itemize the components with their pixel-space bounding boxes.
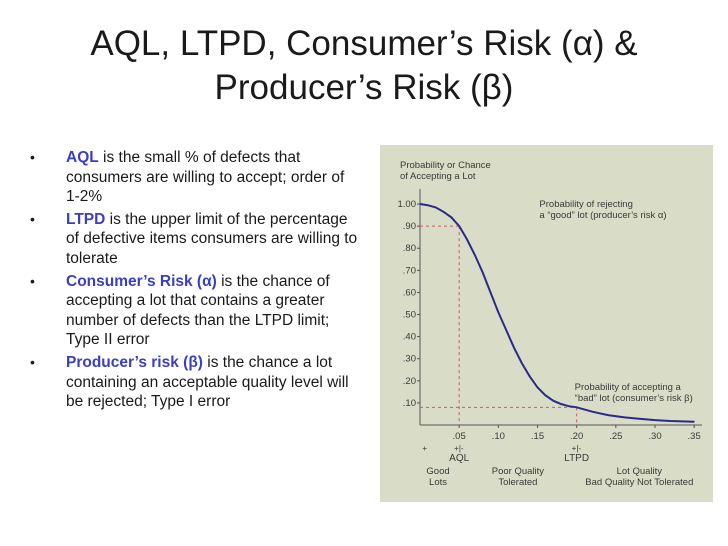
y-tick-label: .30 [403,354,416,365]
oc-curve-point [521,362,523,364]
y-tick-label: .50 [403,310,416,321]
bullet-term: AQL [66,149,99,166]
zone-marker: +|- [454,444,464,453]
zone-marker: + [422,444,427,453]
producer-risk-annotation: Probability of rejecting [539,199,632,210]
oc-curve-point [568,405,570,407]
bullet-term: Consumer’s Risk (α) [66,272,217,290]
oc-curve-point [693,421,695,423]
bullet-text: is the small % of defects that consumers… [66,149,345,206]
bullet-text: is the chance of accepting a lot that co… [66,272,330,349]
oc-curve-line [419,203,695,423]
oc-curve-point [435,206,437,208]
slide-title-line2: Producer’s Risk (β) [214,68,514,107]
bullet-item: • LTPD is the upper limit of the percenta… [30,210,360,269]
oc-curve-point [576,406,578,408]
oc-curve-point [638,418,640,420]
bullet-item: • Producer’s risk (β) is the chance a lot… [30,353,360,412]
zone-marker: +|- [572,444,582,453]
ltpd-axis-label: LTPD [564,453,589,464]
oc-curve-figure: Probability or Chance of Accepting a Lot 1… [380,145,713,502]
bullet-dot-icon: • [30,353,35,370]
zone-label-not-tolerated: Lot Quality [617,466,663,477]
zone-label-good-lots: Lots [429,477,447,488]
oc-curve-point [670,420,672,422]
x-tick-label: .05 [453,431,466,442]
oc-curve-point [482,271,484,274]
x-tick-label: .25 [609,431,622,442]
y-tick-label: .20 [403,376,416,387]
x-tick-label: .20 [570,431,583,442]
x-tick-label: .10 [492,431,505,442]
bullet-text: is the upper limit of the percentage of … [66,210,358,267]
oc-curve-point [497,311,499,313]
y-tick-label: 1.00 [398,199,417,210]
producer-risk-annotation: a “good” lot (producer’s risk α) [539,210,666,221]
x-tick-label: .35 [688,431,701,442]
zone-label-not-tolerated: Bad Quality Not Tolerated [585,477,693,488]
oc-curve-point [536,386,539,389]
y-tick-label: .10 [403,398,416,409]
zone-label-tolerated: Tolerated [498,477,537,488]
y-tick-label: .60 [403,287,416,298]
bullet-text: is the chance a lot containing an accept… [66,353,349,411]
y-tick-label: .90 [403,221,416,232]
oc-curve-point [427,204,429,206]
oc-curve-point [623,416,625,418]
oc-curve-point [466,238,468,240]
oc-curve-point [591,411,593,413]
aql-axis-label: AQL [449,453,469,464]
bullet-term: LTPD [66,210,106,228]
oc-curve-point [529,375,531,377]
y-axis-label: of Accepting a Lot [400,171,476,182]
oc-curve-point [513,347,515,349]
oc-curve-point [505,329,507,331]
oc-curve-point [560,403,562,405]
y-tick-label: .80 [403,243,416,254]
consumer-risk-annotation: “bad” lot (consumer’s risk β) [575,393,693,404]
bullet-dot-icon: • [30,149,35,165]
zone-label-tolerated: Poor Quality [492,466,545,477]
bullet-item: • AQL is the small % of defects that cons… [30,148,360,207]
bullet-list: • AQL is the small % of defects that cons… [30,148,360,415]
oc-curve-point [458,225,460,227]
x-tick-label: .30 [648,431,661,442]
zone-label-good-lots: Good [426,466,449,477]
slide-title: AQL, LTPD, Consumer’s Risk (α) & Produce… [20,22,708,110]
oc-curve-point [442,211,445,213]
oc-curve-point [450,216,452,218]
oc-curve-point [654,419,656,421]
y-tick-label: .70 [403,265,416,276]
bullet-item: • Consumer’s Risk (α) is the chance of ac… [30,272,360,350]
oc-curve-point [607,414,609,416]
y-tick-label: .40 [403,332,416,343]
consumer-risk-annotation: Probability of accepting a [575,382,682,393]
oc-curve-point [552,400,554,402]
oc-curve-point [474,254,476,256]
oc-curve-point [489,291,492,294]
oc-curve-point [419,203,421,205]
y-axis-label: Probability or Chance [400,160,491,171]
bullet-dot-icon: • [30,210,35,227]
bullet-dot-icon: • [30,272,35,289]
oc-curve-point [544,394,546,396]
bullet-term: Producer’s risk (β) [66,353,203,371]
slide-title-line1: AQL, LTPD, Consumer’s Risk (α) & [90,24,638,63]
x-tick-label: .15 [531,431,544,442]
